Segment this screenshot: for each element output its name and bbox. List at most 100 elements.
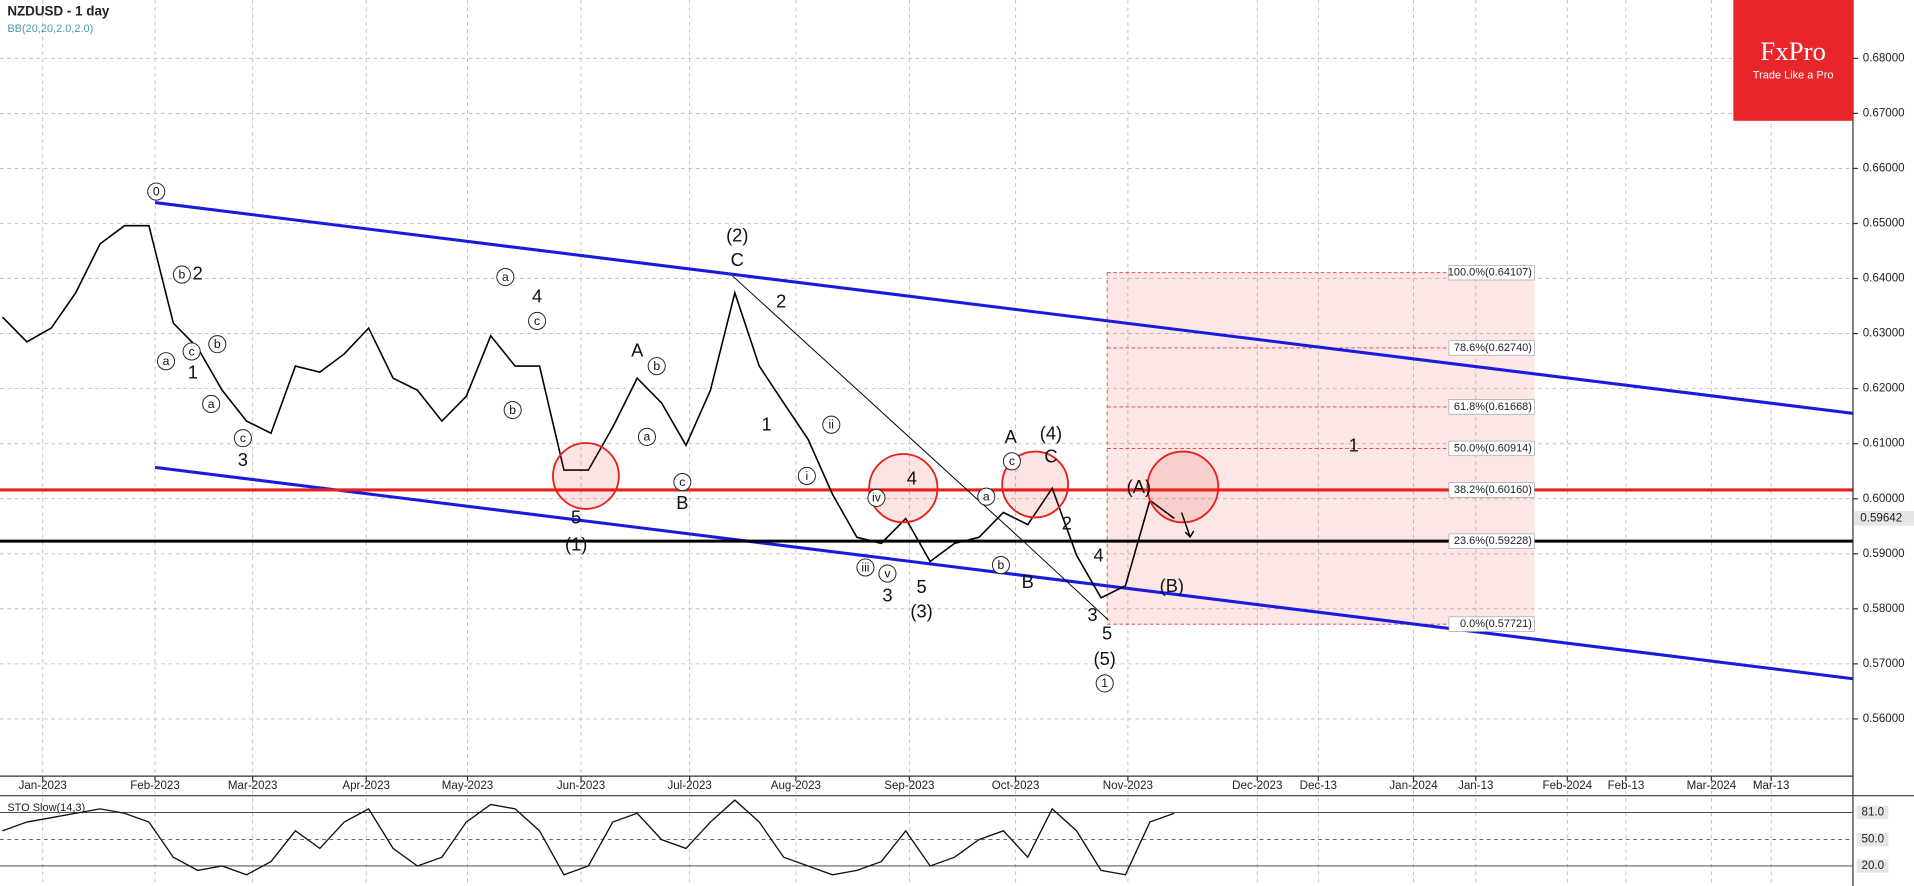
wave-label: a xyxy=(983,490,990,504)
price-tag-bg xyxy=(1854,511,1914,526)
wave-label: (1) xyxy=(565,533,587,554)
wave-label: 0 xyxy=(153,184,160,198)
wave-label: ii xyxy=(829,418,834,432)
wave-circle xyxy=(208,335,227,354)
fib-label: 61.8%(0.61668) xyxy=(1454,401,1532,413)
wave-circle xyxy=(496,267,515,287)
wave-label: c xyxy=(1009,454,1015,468)
fib-label-bg xyxy=(1448,399,1535,415)
y-tick-label: 0.58000 xyxy=(1863,603,1905,615)
wave-label: 5 xyxy=(917,576,927,597)
wave-circle xyxy=(528,311,547,330)
wave-circle xyxy=(647,357,666,376)
wave-circle xyxy=(856,558,875,577)
wave-circle xyxy=(1002,452,1021,471)
highlight-circle xyxy=(1001,450,1069,519)
wave-label: C xyxy=(731,249,744,270)
wave-circle xyxy=(503,401,522,420)
wave-label: 1 xyxy=(1101,676,1108,690)
fib-label-bg xyxy=(1448,265,1535,281)
wave-label: v xyxy=(884,566,891,580)
wave-circle xyxy=(977,487,996,506)
x-tick-label: Feb-2023 xyxy=(130,780,180,792)
wave-label: 4 xyxy=(532,286,542,307)
x-tick-label: Mar-2023 xyxy=(228,780,278,792)
wave-label: b xyxy=(178,267,185,281)
wave-circle xyxy=(182,342,201,361)
wave-circle xyxy=(878,564,897,583)
wave-label: c xyxy=(240,431,246,445)
x-tick-label: Mar-2024 xyxy=(1687,780,1737,792)
y-tick-label: 0.66000 xyxy=(1863,163,1905,175)
wave-circle xyxy=(233,429,252,448)
wave-label: a xyxy=(644,430,651,444)
oscillator-tick-label: 50.0 xyxy=(1862,834,1885,846)
wave-label: B xyxy=(676,492,688,513)
arrow xyxy=(1180,512,1195,539)
fib-label: 78.6%(0.62740) xyxy=(1454,342,1532,354)
y-tick-label: 0.62000 xyxy=(1863,383,1905,395)
y-tick-label: 0.68000 xyxy=(1863,52,1905,64)
fib-label-bg xyxy=(1448,533,1535,549)
x-tick-label: Jan-13 xyxy=(1458,780,1493,792)
wave-label: 1 xyxy=(761,414,771,435)
wave-label: iv xyxy=(872,491,882,505)
wave-label: a xyxy=(208,397,215,411)
y-tick-label: 0.63000 xyxy=(1863,328,1905,340)
channel-line xyxy=(154,201,1854,415)
highlight-circle xyxy=(1146,450,1220,524)
wave-circle xyxy=(172,265,191,284)
logo-tagline: Trade Like a Pro xyxy=(1753,70,1834,82)
wave-line xyxy=(732,275,1026,544)
x-tick-label: Dec-2023 xyxy=(1232,780,1282,792)
wave-label: b xyxy=(653,359,660,373)
logo-box xyxy=(1733,0,1853,121)
wave-label: 2 xyxy=(776,290,786,311)
fib-label: 0.0%(0.57721) xyxy=(1460,618,1532,630)
fib-label-bg xyxy=(1448,340,1535,356)
wave-label: A xyxy=(1005,426,1018,447)
x-tick-label: Jul-2023 xyxy=(667,780,711,792)
x-tick-label: Jun-2023 xyxy=(557,780,605,792)
wave-label: iii xyxy=(861,560,869,574)
fib-label-bg xyxy=(1448,616,1535,632)
wave-label: 1 xyxy=(188,361,198,382)
wave-label: b xyxy=(998,558,1005,572)
wave-label: i xyxy=(805,469,808,483)
wave-label: (4) xyxy=(1040,422,1062,443)
highlight-circles xyxy=(552,442,1220,524)
x-tick-label: Mar-13 xyxy=(1753,780,1790,792)
wave-label: c xyxy=(534,314,540,328)
wave-circle xyxy=(797,466,816,485)
y-tick-label: 0.61000 xyxy=(1863,438,1905,450)
wave-label: b xyxy=(214,337,221,351)
y-tick-label: 0.60000 xyxy=(1863,493,1905,505)
fib-label: 100.0%(0.64107) xyxy=(1448,267,1532,279)
wave-label: (B) xyxy=(1160,575,1184,596)
x-tick-label: Dec-13 xyxy=(1300,780,1337,792)
wave-label: 4 xyxy=(1094,544,1104,565)
wave-label: b xyxy=(509,403,516,417)
oscillator-tick-label: 20.0 xyxy=(1862,860,1885,872)
highlight-circle xyxy=(552,442,620,510)
y-tick-label: 0.64000 xyxy=(1863,273,1905,285)
y-tick-label: 0.59000 xyxy=(1863,548,1905,560)
wave-label: 5 xyxy=(1102,622,1112,643)
chart-title: NZDUSD - 1 day xyxy=(7,4,110,19)
x-tick-label: Aug-2023 xyxy=(771,780,821,792)
wave-label: B xyxy=(1022,571,1034,592)
y-tick-label: 0.65000 xyxy=(1863,218,1905,230)
fib-label-bg xyxy=(1448,440,1535,457)
oscillator-line xyxy=(2,799,1175,876)
wave-circle xyxy=(637,427,656,446)
wave-label: c xyxy=(679,475,685,489)
fib-label-bg xyxy=(1448,482,1535,498)
x-tick-label: Jan-2024 xyxy=(1389,780,1438,792)
fib-label: 38.2%(0.60160) xyxy=(1454,484,1532,496)
grid xyxy=(0,0,1853,886)
osc-label-bg xyxy=(1856,805,1889,820)
x-tick-label: Feb-2024 xyxy=(1543,780,1593,792)
labels: Jan-2023 Feb-2023 Mar-2023 Apr-2023 May-2023… xyxy=(19,52,1914,873)
